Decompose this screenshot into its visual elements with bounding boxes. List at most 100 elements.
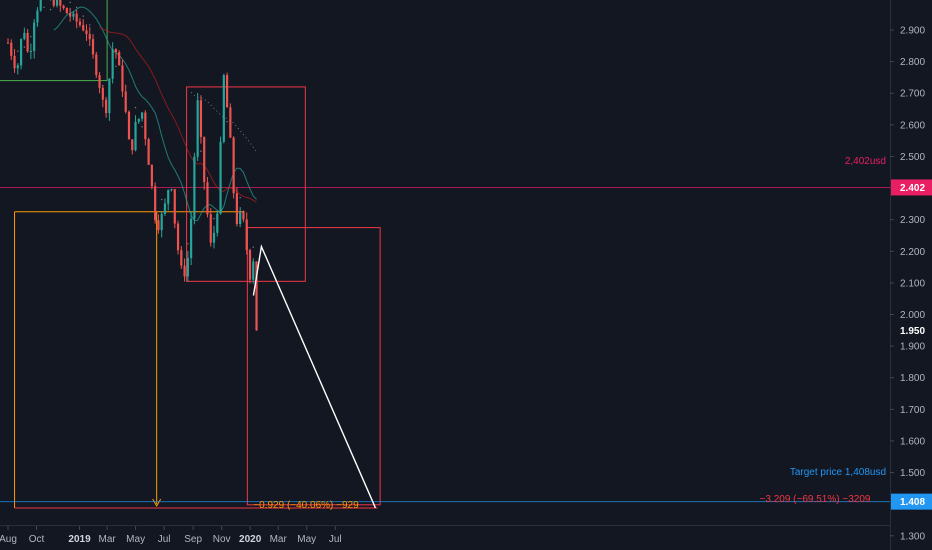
sar-dot	[89, 24, 91, 26]
candle-body	[62, 5, 65, 9]
candle-body	[131, 139, 134, 151]
sar-dot	[134, 106, 137, 109]
candle-body	[150, 164, 153, 187]
target-price-label: Target price 1,408usd	[790, 467, 886, 478]
range-box	[186, 86, 306, 282]
candle-body	[160, 213, 163, 231]
time-axis-label: Jul	[158, 534, 171, 545]
sar-dot	[160, 198, 163, 201]
price-axis-label: 1.500	[900, 468, 925, 479]
sar-dot	[200, 150, 202, 152]
ma-fast-line	[53, 6, 257, 222]
candle-body	[72, 13, 75, 17]
time-axis-label: Mar	[98, 534, 116, 545]
sar-dot	[75, 6, 78, 9]
price-axis-label: 1.800	[900, 373, 925, 384]
candle-body	[167, 190, 170, 204]
candle-body	[95, 54, 98, 76]
price-axis-label: 1.900	[900, 342, 925, 353]
price-axis-label: 2.100	[900, 278, 925, 289]
sar-dot	[23, 46, 26, 48]
time-axis-label: Oct	[29, 534, 45, 545]
candle-body	[39, 0, 42, 11]
measure-red-label: −3.209 (−69.51%) −3209	[760, 494, 871, 505]
resistance-line-label: 2,402usd	[845, 156, 886, 167]
sar-dot	[17, 50, 19, 52]
price-axis-label: 1.600	[900, 436, 925, 447]
measure-orange-label: −0.929 (−40.06%) −929	[253, 500, 359, 511]
candle-body	[232, 137, 235, 194]
candle-body	[206, 182, 209, 215]
candle-body	[16, 65, 19, 69]
time-axis-label: 2020	[239, 534, 262, 545]
candle-body	[219, 141, 222, 214]
time-axis[interactable]: Aug Oct 2019 Mar May Jul Sep Nov 2020 Mar May Jul	[0, 526, 342, 545]
time-axis-label: Aug	[0, 534, 17, 545]
candle-body	[239, 211, 242, 225]
sar-dot	[30, 36, 32, 38]
price-badge-value: 2.402	[900, 183, 925, 194]
candle-body	[137, 118, 140, 122]
candle-body	[222, 75, 225, 142]
candle-body	[186, 257, 189, 277]
price-axis-label: 2.800	[900, 57, 925, 68]
candle-body	[144, 112, 147, 140]
candle-body	[199, 100, 203, 138]
candle-body	[29, 50, 32, 52]
candle-body	[75, 13, 78, 22]
price-axis-label: 2.000	[900, 310, 925, 321]
candle-body	[91, 39, 95, 55]
candle-body	[114, 49, 118, 53]
candle-body	[154, 186, 157, 221]
price-badge-value: 1.950	[900, 326, 925, 337]
candle-body	[127, 111, 131, 140]
candle-body	[242, 211, 245, 220]
sar-dot	[239, 196, 241, 199]
time-axis-label: 2019	[68, 534, 91, 545]
candle-body	[183, 265, 186, 277]
time-axis-label: Sep	[184, 534, 202, 545]
candle-body	[212, 232, 216, 243]
candle-body	[134, 121, 137, 151]
price-axis[interactable]: 2.9002.8002.7002.6002.5002.4002.3002.200…	[890, 26, 925, 543]
price-axis-label: 2.200	[900, 247, 925, 258]
candle-body	[69, 13, 72, 17]
candle-body	[170, 189, 173, 191]
time-axis-label: May	[297, 534, 316, 545]
sar-dot	[43, 6, 45, 8]
candle-body	[209, 214, 212, 243]
sar-dot	[115, 65, 117, 68]
candle-body	[13, 55, 16, 69]
price-axis-label: 2.600	[900, 120, 925, 131]
time-axis-label: May	[126, 534, 145, 545]
price-axis-label: 2.700	[900, 89, 925, 100]
price-badge	[891, 322, 932, 339]
time-axis-label: Nov	[213, 534, 231, 545]
forecast-drawing	[252, 244, 377, 509]
price-badge	[891, 179, 932, 196]
candle-body	[229, 107, 232, 138]
candle-body	[82, 25, 85, 31]
price-axis-label: 2.300	[900, 215, 925, 226]
candle-body	[118, 52, 121, 66]
target-box	[246, 227, 381, 506]
time-axis-label: Jul	[329, 534, 342, 545]
sar-dot	[82, 15, 84, 17]
price-badge-value: 1.408	[900, 497, 925, 508]
candle-body	[23, 32, 26, 39]
candle-body	[59, 0, 62, 6]
candle-body	[163, 203, 167, 214]
candle-body	[124, 91, 127, 112]
candle-body	[190, 218, 193, 258]
candle-body	[55, 0, 59, 6]
candle-body	[225, 75, 229, 108]
price-badge	[891, 493, 932, 510]
candle-body	[6, 42, 10, 44]
candle-body	[147, 139, 150, 165]
forecast-path	[252, 244, 377, 509]
candle-body	[180, 250, 183, 266]
candle-body	[173, 189, 176, 224]
sar-dot	[213, 217, 215, 220]
